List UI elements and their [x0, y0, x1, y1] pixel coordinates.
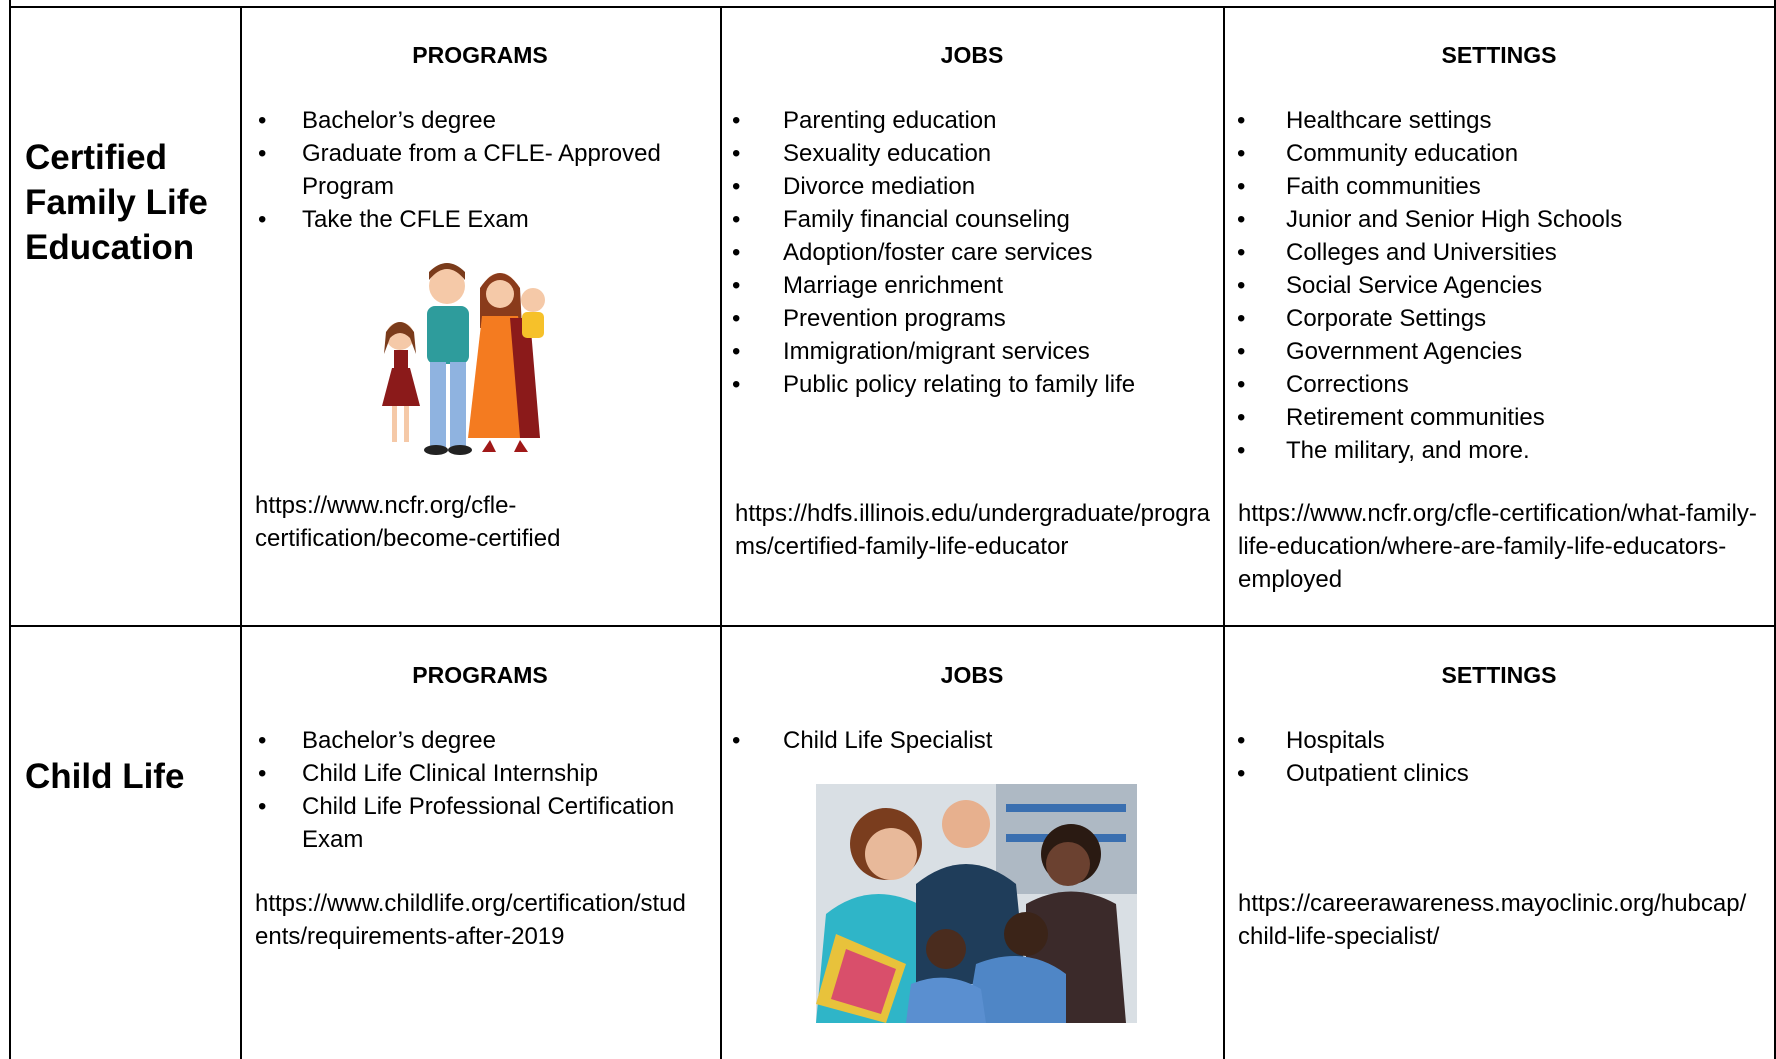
list-item: Outpatient clinics — [1286, 760, 1469, 787]
bullet: • — [258, 107, 267, 134]
bullet: • — [732, 338, 741, 365]
list-item: Immigration/migrant services — [783, 338, 1090, 365]
column-header: PROGRAMS — [412, 662, 548, 688]
bullet: • — [1237, 272, 1246, 299]
bullet: • — [1237, 173, 1246, 200]
border — [240, 6, 242, 1059]
list-item: Bachelor’s degree — [302, 107, 496, 134]
list-item: Government Agencies — [1286, 338, 1523, 365]
list-item: Community education — [1286, 140, 1519, 167]
bullet: • — [732, 206, 741, 233]
row-title: Child Life — [25, 757, 185, 796]
bullet: • — [1237, 760, 1246, 787]
list-item: Family financial counseling — [783, 206, 1070, 233]
list-item: Child Life Clinical Internship — [302, 760, 599, 787]
reference-url: https://www.childlife.org/certification/… — [255, 890, 686, 950]
border — [9, 6, 1776, 8]
bullet: • — [258, 727, 267, 754]
bullet: • — [1237, 305, 1246, 332]
column-header: SETTINGS — [1441, 42, 1557, 68]
bullet: • — [732, 140, 741, 167]
row-title: Certified Family Life Education — [25, 138, 208, 267]
border — [9, 625, 1776, 627]
list-item: Hospitals — [1286, 727, 1385, 754]
reference-url: https://www.ncfr.org/cfle-certification/… — [255, 492, 561, 552]
reference-url: https://www.ncfr.org/cfle-certification/… — [1238, 500, 1757, 593]
list-item: Parenting education — [783, 107, 997, 134]
bullet: • — [1237, 239, 1246, 266]
list-item: Junior and Senior High Schools — [1286, 206, 1623, 233]
list-item: Take the CFLE Exam — [302, 206, 529, 233]
list-item: Colleges and Universities — [1286, 239, 1557, 266]
list-item: Faith communities — [1286, 173, 1481, 200]
bullet: • — [258, 760, 267, 787]
border — [1774, 0, 1776, 1059]
border — [720, 6, 722, 1059]
list-item: Public policy relating to family life — [783, 371, 1136, 398]
column-header: JOBS — [940, 662, 1004, 688]
bullet: • — [732, 239, 741, 266]
list-item: The military, and more. — [1286, 437, 1530, 464]
bullet: • — [1237, 338, 1246, 365]
child-life-photo — [816, 784, 1137, 1023]
list-item: Graduate from a CFLE- Approved Program — [302, 140, 661, 200]
bullet: • — [1237, 140, 1246, 167]
list-item: Healthcare settings — [1286, 107, 1492, 134]
bullet: • — [732, 272, 741, 299]
list-item: Corporate Settings — [1286, 305, 1487, 332]
bullet: • — [732, 371, 741, 398]
bullet: • — [732, 173, 741, 200]
bullet: • — [1237, 107, 1246, 134]
bullet: • — [258, 140, 267, 167]
list-item: Marriage enrichment — [783, 272, 1004, 299]
bullet: • — [732, 305, 741, 332]
reference-url: https://careerawareness.mayoclinic.org/h… — [1238, 890, 1747, 950]
column-header: PROGRAMS — [412, 42, 548, 68]
bullet: • — [1237, 727, 1246, 754]
bullet: • — [258, 793, 267, 820]
list-item: Retirement communities — [1286, 404, 1545, 431]
border — [1223, 6, 1225, 1059]
column-header: SETTINGS — [1441, 662, 1557, 688]
list-item: Child Life Professional Certification Ex… — [302, 793, 675, 853]
list-item: Corrections — [1286, 371, 1409, 398]
bullet: • — [1237, 206, 1246, 233]
list-item: Sexuality education — [783, 140, 992, 167]
bullet: • — [1237, 437, 1246, 464]
list-item: Bachelor’s degree — [302, 727, 496, 754]
list-item: Child Life Specialist — [783, 727, 993, 754]
bullet: • — [258, 206, 267, 233]
list-item: Adoption/foster care services — [783, 239, 1093, 266]
list-item: Prevention programs — [783, 305, 1006, 332]
bullet: • — [1237, 404, 1246, 431]
column-header: JOBS — [940, 42, 1004, 68]
family-illustration — [382, 263, 545, 455]
border — [9, 0, 11, 1059]
bullet: • — [1237, 371, 1246, 398]
bullet: • — [732, 107, 741, 134]
bullet: • — [732, 727, 741, 754]
reference-url: https://hdfs.illinois.edu/undergraduate/… — [735, 500, 1210, 560]
list-item: Divorce mediation — [783, 173, 976, 200]
list-item: Social Service Agencies — [1286, 272, 1543, 299]
